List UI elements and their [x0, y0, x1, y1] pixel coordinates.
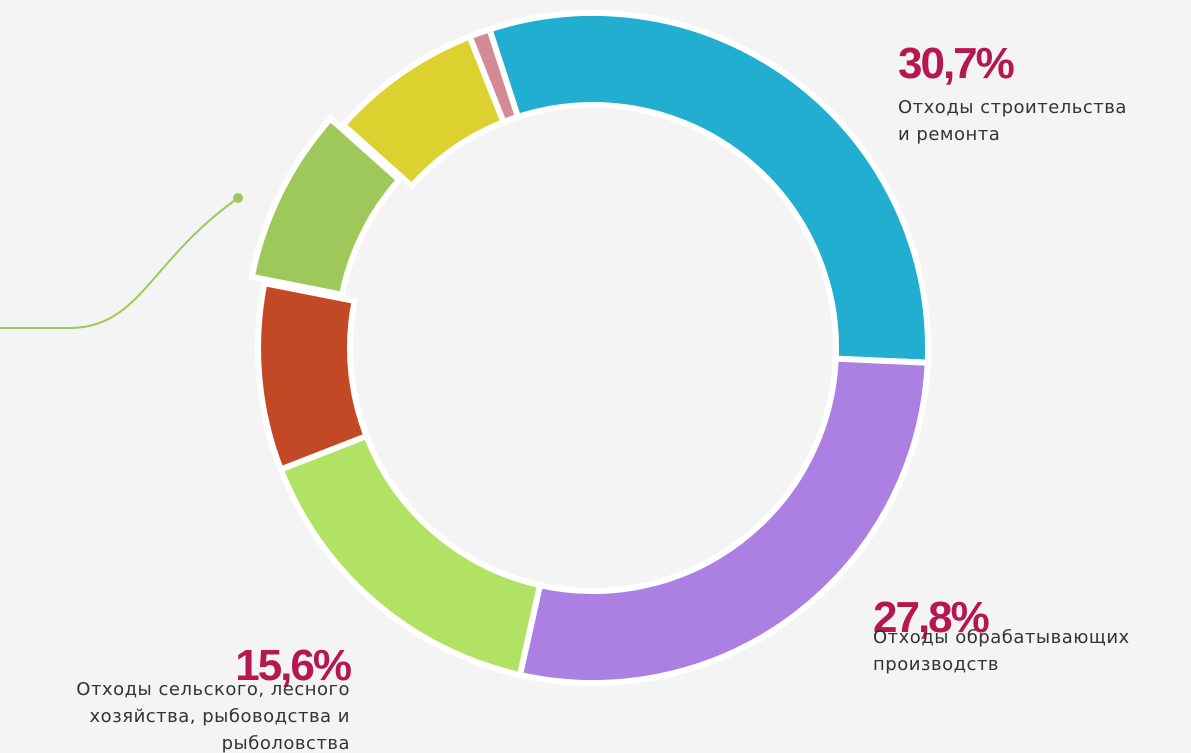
donut-segment: [276, 432, 544, 679]
value-label: 15,6%: [235, 641, 352, 690]
value-label: 27,8%: [873, 593, 990, 642]
donut-segment: [465, 25, 522, 126]
donut-segment: [485, 10, 931, 366]
callout-line: [0, 197, 239, 329]
category-label: Отходы сельского, лесного хозяйства, рыб…: [76, 679, 350, 753]
category-label: Отходы обрабатывающих производств: [873, 627, 1130, 675]
value-label: 30,7%: [898, 39, 1015, 88]
category-label: Отходы строительства и ремонта: [898, 97, 1127, 145]
callout-dot: [233, 193, 243, 203]
donut-segment: [248, 114, 404, 299]
donut-segment: [516, 355, 931, 686]
donut-segment: [255, 279, 371, 474]
